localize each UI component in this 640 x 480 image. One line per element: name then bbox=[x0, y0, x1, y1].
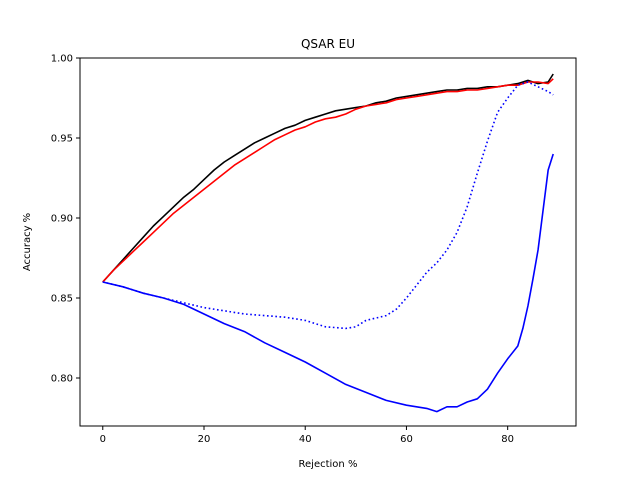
x-axis-label: Rejection % bbox=[299, 459, 358, 470]
x-tick-label: 60 bbox=[400, 434, 413, 445]
series-line-4 bbox=[102, 153, 554, 413]
y-tick-label: 0.95 bbox=[51, 134, 73, 145]
x-tick-label: 0 bbox=[100, 434, 106, 445]
series-line-2 bbox=[102, 78, 554, 283]
y-tick-label: 1.00 bbox=[51, 54, 73, 65]
series-line-3 bbox=[102, 81, 554, 330]
series-layer bbox=[102, 73, 554, 413]
y-axis: 0.80 0.85 0.90 0.95 1.00 bbox=[51, 54, 80, 385]
y-axis-label: Accuracy % bbox=[22, 213, 33, 271]
series-line-1 bbox=[102, 73, 554, 283]
y-tick-label: 0.85 bbox=[51, 294, 73, 305]
x-tick-label: 20 bbox=[198, 434, 211, 445]
x-tick-label: 40 bbox=[299, 434, 312, 445]
y-tick-label: 0.80 bbox=[51, 374, 73, 385]
plot-frame bbox=[79, 57, 577, 427]
chart-title: QSAR EU bbox=[301, 37, 355, 51]
x-tick-label: 80 bbox=[501, 434, 514, 445]
y-tick-label: 0.90 bbox=[51, 214, 73, 225]
x-axis: 0 20 40 60 80 bbox=[100, 426, 514, 445]
